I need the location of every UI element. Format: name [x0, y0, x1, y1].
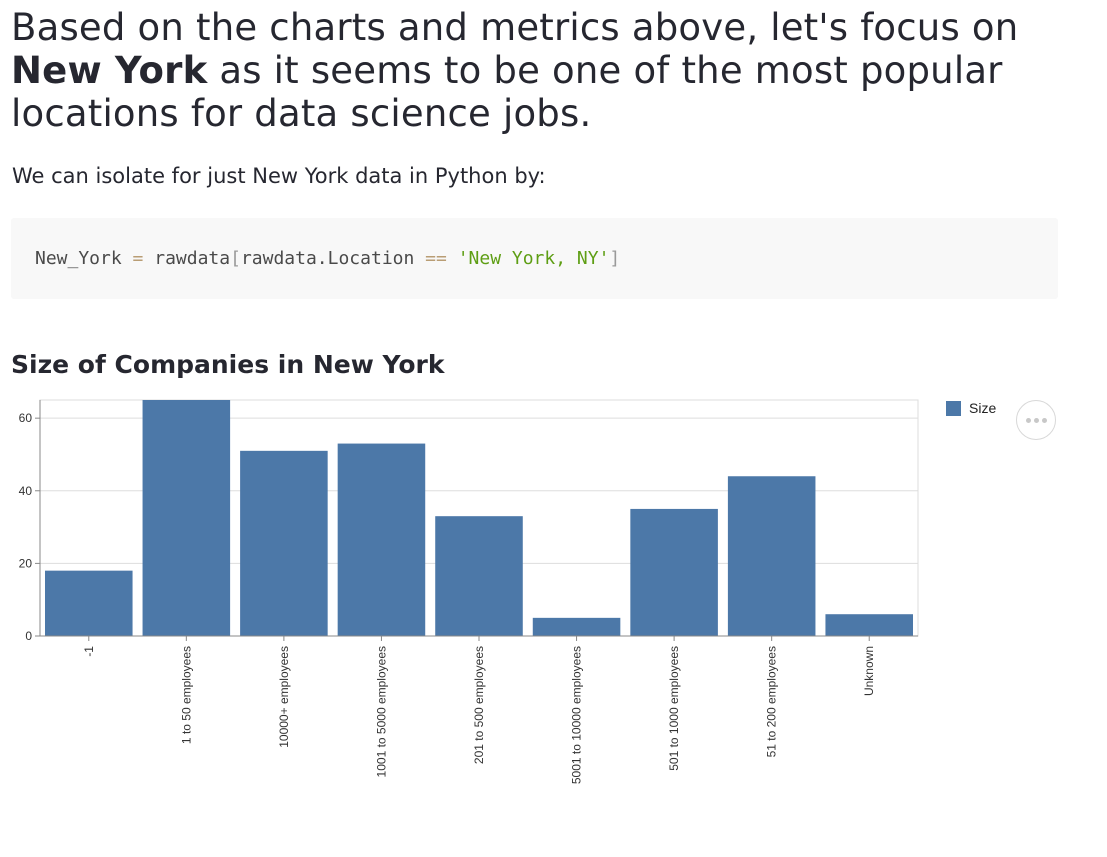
code-open-bracket: [ — [230, 248, 241, 269]
bar — [142, 400, 231, 636]
legend-label: Size — [969, 400, 997, 416]
code-string: 'New York, NY' — [457, 248, 610, 269]
bar — [337, 443, 426, 636]
bar — [240, 450, 328, 636]
bar — [532, 617, 621, 636]
y-tick-label: 0 — [25, 629, 32, 643]
code-line: New_York = rawdata[rawdata.Location == '… — [35, 247, 620, 271]
headline: Based on the charts and metrics above, l… — [11, 6, 1071, 135]
code-attribute: rawdata.Location — [240, 248, 415, 269]
x-tick-label: 1 to 50 employees — [179, 646, 193, 744]
headline-emphasis: New York — [11, 49, 208, 92]
intro-paragraph: We can isolate for just New York data in… — [12, 164, 546, 188]
code-variable: New_York — [35, 248, 122, 269]
code-close-bracket: ] — [609, 248, 621, 269]
y-tick-label: 20 — [19, 556, 33, 570]
bar — [630, 508, 718, 636]
x-tick-label: 5001 to 10000 employees — [570, 646, 584, 784]
x-tick-label: 51 to 200 employees — [765, 646, 779, 757]
code-object: rawdata — [154, 248, 231, 269]
x-tick-label: -1 — [82, 646, 96, 657]
code-compare-operator: == — [425, 248, 447, 269]
x-tick-label: 1001 to 5000 employees — [374, 646, 388, 777]
headline-text-start: Based on the charts and metrics above, l… — [11, 6, 1019, 49]
x-tick-label: 201 to 500 employees — [472, 646, 486, 764]
x-tick-label: Unknown — [862, 646, 876, 696]
headline-text-end: as it seems to be one of the most popula… — [11, 49, 1003, 135]
x-tick-label: 501 to 1000 employees — [667, 646, 681, 771]
x-tick-label: 10000+ employees — [277, 646, 291, 748]
bar — [825, 614, 913, 636]
legend-swatch — [946, 400, 961, 416]
y-tick-label: 60 — [19, 411, 33, 425]
code-assign-operator: = — [132, 248, 144, 269]
code-block: New_York = rawdata[rawdata.Location == '… — [11, 218, 1058, 299]
bar — [435, 516, 523, 636]
bar — [727, 476, 816, 636]
bar — [45, 570, 133, 636]
chart-legend: Size — [946, 400, 996, 416]
y-tick-label: 40 — [19, 484, 33, 498]
chart-title: Size of Companies in New York — [11, 350, 445, 379]
more-horizontal-icon — [1025, 417, 1047, 423]
chart-actions-button[interactable] — [1016, 400, 1056, 440]
